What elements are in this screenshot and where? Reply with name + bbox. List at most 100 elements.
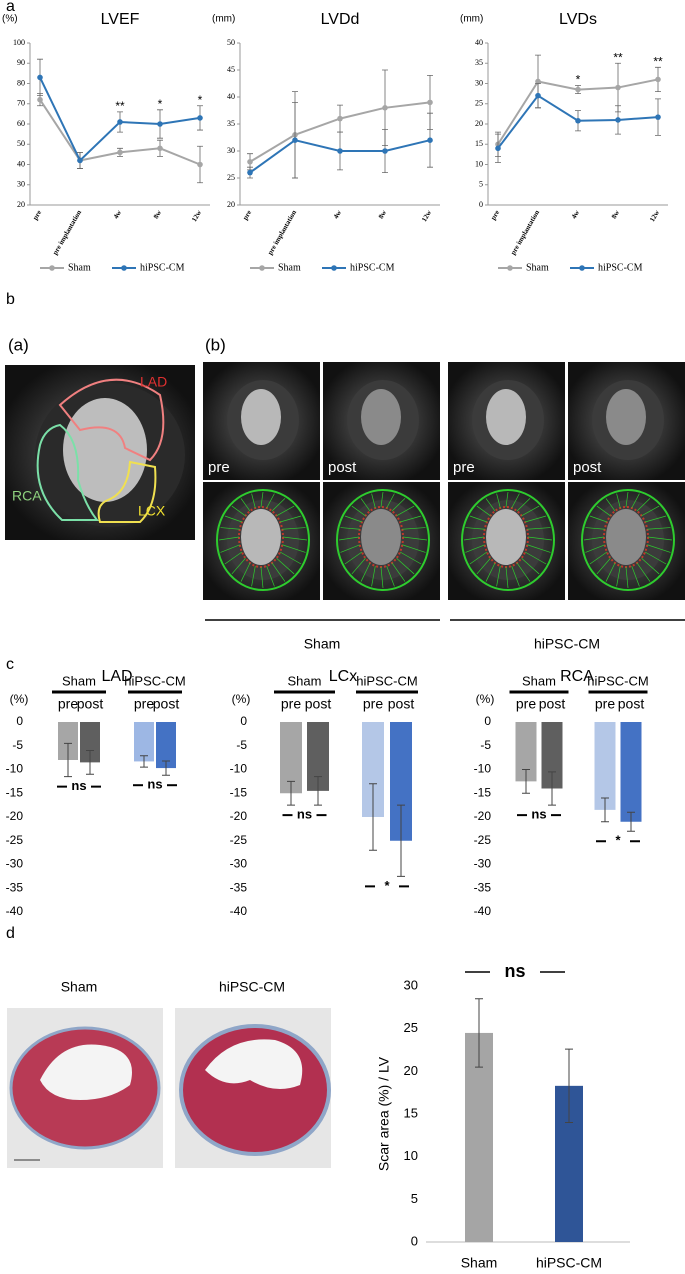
y-tick-label: 30 bbox=[227, 146, 235, 155]
contour bbox=[216, 489, 310, 591]
marker bbox=[77, 157, 83, 164]
contour-spoke bbox=[399, 515, 422, 523]
y-axis-label: Scar area (%) / LV bbox=[376, 1056, 392, 1171]
x-tick-label: hiPSC-CM bbox=[536, 1255, 602, 1271]
x-tick-label: pre bbox=[595, 696, 615, 712]
group-label: Sham bbox=[304, 636, 341, 652]
x-tick-label: pre bbox=[134, 696, 154, 712]
histology-image bbox=[175, 1008, 331, 1168]
y-tick-label: 0 bbox=[240, 714, 247, 728]
y-tick-label: 25 bbox=[475, 99, 483, 108]
y-tick-label: 50 bbox=[17, 139, 25, 148]
contour-spoke bbox=[585, 527, 605, 530]
y-tick-label: 40 bbox=[475, 38, 483, 47]
chart-title: LCx bbox=[329, 668, 357, 685]
contour-spoke bbox=[631, 493, 640, 509]
x-tick-label: pre implantation bbox=[509, 209, 541, 257]
y-tick-label: 15 bbox=[475, 139, 483, 148]
contour-spoke bbox=[527, 544, 551, 553]
contour-spoke bbox=[266, 493, 275, 509]
contour-spoke bbox=[524, 551, 547, 565]
contour-spoke bbox=[340, 527, 360, 530]
marker bbox=[157, 121, 163, 127]
bar bbox=[156, 722, 176, 769]
x-tick-label: 12w bbox=[648, 208, 661, 223]
chart-title: LVDd bbox=[321, 11, 360, 28]
marker bbox=[197, 115, 203, 121]
contour-spoke bbox=[224, 551, 243, 565]
y-tick-label: 0 bbox=[16, 714, 23, 728]
legend-marker bbox=[259, 265, 265, 271]
significance: * bbox=[576, 73, 581, 87]
contour-spoke bbox=[231, 505, 246, 517]
y-tick-label: 100 bbox=[13, 38, 25, 47]
contour-spoke bbox=[351, 557, 366, 575]
marker bbox=[575, 86, 581, 93]
mri-cavity bbox=[606, 389, 646, 445]
y-tick-label: -20 bbox=[474, 809, 492, 823]
contour-spoke bbox=[527, 527, 551, 530]
y-tick-label: -25 bbox=[230, 833, 248, 847]
chart-title: RCA bbox=[560, 668, 594, 685]
contour-spoke bbox=[279, 515, 302, 523]
legend-marker bbox=[121, 265, 127, 271]
significance: * bbox=[198, 93, 203, 107]
mri-cavity bbox=[241, 389, 281, 445]
contour-spoke bbox=[271, 562, 286, 582]
y-tick-label: 0 bbox=[411, 1233, 418, 1248]
contour-spoke bbox=[251, 493, 256, 509]
y-axis-label: (%) bbox=[232, 692, 251, 706]
y-tick-label: -35 bbox=[230, 880, 248, 894]
region-label: LAD bbox=[140, 374, 167, 390]
y-tick-label: 5 bbox=[411, 1191, 418, 1206]
group-label: hiPSC-CM bbox=[534, 636, 600, 652]
contour-spoke bbox=[605, 498, 616, 512]
legend-label: hiPSC-CM bbox=[350, 262, 395, 273]
y-tick-label: 35 bbox=[475, 58, 483, 67]
marker bbox=[655, 76, 661, 83]
contour-spoke bbox=[220, 544, 240, 553]
bar bbox=[134, 722, 154, 762]
contour-spoke bbox=[391, 498, 406, 512]
contour-spoke bbox=[240, 498, 251, 512]
y-tick-label: -40 bbox=[230, 904, 248, 918]
x-tick-label: 4w bbox=[332, 208, 344, 220]
x-tick-label: pre bbox=[489, 209, 501, 222]
marker bbox=[37, 96, 43, 103]
chart-title: LVDs bbox=[559, 11, 597, 28]
marker bbox=[247, 159, 253, 165]
legend-label: hiPSC-CM bbox=[140, 262, 185, 273]
y-tick-label: -25 bbox=[474, 833, 492, 847]
significance: ** bbox=[115, 99, 125, 113]
marker bbox=[535, 78, 541, 85]
bar bbox=[80, 722, 100, 763]
sub-panel-label: (a) bbox=[8, 335, 29, 354]
y-tick-label: -20 bbox=[6, 809, 24, 823]
x-tick-label: pre bbox=[281, 696, 301, 712]
marker bbox=[575, 117, 581, 124]
y-tick-label: 70 bbox=[17, 99, 25, 108]
bar bbox=[515, 722, 537, 782]
x-tick-label: post bbox=[388, 696, 415, 712]
contour-spoke bbox=[521, 557, 540, 575]
panel-label: d bbox=[6, 925, 15, 942]
marker bbox=[247, 169, 253, 176]
contour-spoke bbox=[282, 544, 306, 553]
significance: ns bbox=[297, 807, 312, 822]
marker bbox=[655, 114, 661, 120]
bar bbox=[280, 722, 302, 794]
x-tick-label: 12w bbox=[420, 208, 433, 223]
y-tick-label: 20 bbox=[227, 200, 235, 209]
error-bar bbox=[369, 783, 377, 851]
error-bar bbox=[627, 811, 635, 832]
y-axis-label: (%) bbox=[476, 692, 495, 706]
contour-spoke bbox=[360, 498, 371, 512]
error-bar bbox=[64, 742, 72, 778]
x-tick-label: post bbox=[618, 696, 645, 712]
mri-image bbox=[568, 482, 685, 600]
y-tick-label: -15 bbox=[230, 785, 248, 799]
error-bar bbox=[86, 750, 94, 775]
contour-spoke bbox=[596, 505, 611, 517]
y-tick-label: 60 bbox=[17, 119, 25, 128]
contour-spoke bbox=[485, 562, 496, 582]
